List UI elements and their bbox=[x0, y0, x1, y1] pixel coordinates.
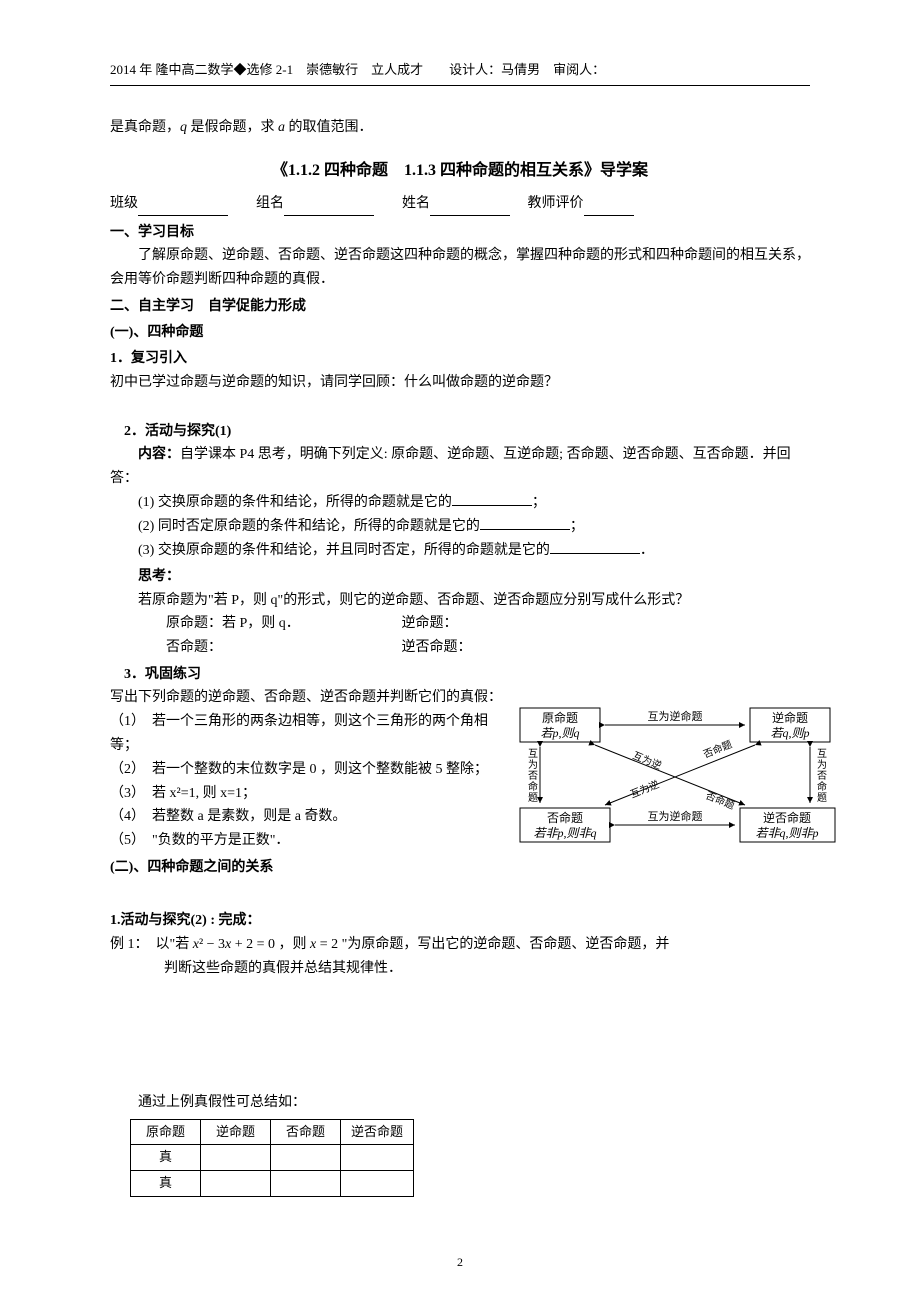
summary-text: 通过上例真假性可总结如： bbox=[110, 1091, 810, 1115]
svg-text:逆否命题: 逆否命题 bbox=[763, 810, 811, 825]
continuation-text: 是真命题，q 是假命题，求 a 的取值范围． bbox=[110, 116, 810, 140]
section-1-text: 了解原命题、逆命题、否命题、逆否命题这四种命题的概念，掌握四种命题的形式和四种命… bbox=[110, 244, 810, 292]
svg-text:原命题: 原命题 bbox=[542, 710, 578, 725]
item-3: (3) 交换原命题的条件和结论，并且同时否定，所得的命题就是它的． bbox=[110, 539, 810, 563]
svg-text:否: 否 bbox=[817, 770, 827, 782]
svg-text:互: 互 bbox=[528, 748, 538, 760]
proposition-diagram: 原命题 若p,则q 逆命题 若q,则p 否命题 若非p,则非q 逆否命题 若非q… bbox=[510, 700, 840, 850]
svg-text:命: 命 bbox=[817, 780, 827, 793]
group-label: 组名 bbox=[256, 196, 284, 211]
p3-heading: 3．巩固练习 bbox=[110, 664, 810, 686]
r2c3 bbox=[271, 1171, 341, 1197]
th-3: 否命题 bbox=[271, 1119, 341, 1145]
svg-text:为: 为 bbox=[817, 759, 827, 771]
svg-text:若非q,则非p: 若非q,则非p bbox=[755, 826, 818, 840]
section-1-heading: 一、学习目标 bbox=[110, 222, 810, 244]
r2c2 bbox=[201, 1171, 271, 1197]
svg-text:否: 否 bbox=[528, 770, 538, 782]
name-label: 姓名 bbox=[402, 196, 430, 211]
r1c2 bbox=[201, 1145, 271, 1171]
truth-table: 原命题 逆命题 否命题 逆否命题 真 真 bbox=[130, 1119, 414, 1197]
header-divider bbox=[110, 85, 810, 86]
svg-text:否命题: 否命题 bbox=[704, 789, 737, 812]
section-2-sub2: (二)、四种命题之间的关系 bbox=[110, 857, 490, 879]
ex-1: （1） 若一个三角形的两条边相等，则这个三角形的两个角相等； bbox=[110, 710, 490, 758]
original-prop: 原命题：若 P，则 q． bbox=[138, 612, 398, 636]
th-4: 逆否命题 bbox=[341, 1119, 414, 1145]
activity-2-heading: 1.活动与探究(2) : 完成： bbox=[110, 909, 810, 933]
svg-text:题: 题 bbox=[528, 792, 538, 804]
eval-label: 教师评价 bbox=[528, 196, 584, 211]
svg-text:题: 题 bbox=[817, 792, 827, 804]
section-2-sub1: (一)、四种命题 bbox=[110, 322, 810, 344]
th-1: 原命题 bbox=[131, 1119, 201, 1145]
negation-prop: 否命题： bbox=[138, 636, 398, 660]
section-2-heading: 二、自主学习 自学促能力形成 bbox=[110, 296, 810, 318]
svg-text:若q,则p: 若q,则p bbox=[770, 726, 809, 740]
form-row: 班级 组名 姓名 教师评价 bbox=[110, 193, 810, 215]
svg-text:互为逆: 互为逆 bbox=[628, 778, 661, 801]
r1c4 bbox=[341, 1145, 414, 1171]
svg-text:若p,则q: 若p,则q bbox=[540, 726, 579, 740]
ex-5: （5） "负数的平方是正数"． bbox=[110, 829, 490, 853]
svg-text:互为逆: 互为逆 bbox=[631, 749, 664, 772]
p2-text: 自学课本 P4 思考，明确下列定义: 原命题、逆命题、互逆命题; 否命题、逆否命… bbox=[110, 447, 791, 486]
class-label: 班级 bbox=[110, 196, 138, 211]
r2c4 bbox=[341, 1171, 414, 1197]
svg-text:命: 命 bbox=[528, 780, 538, 793]
svg-text:否命题: 否命题 bbox=[701, 738, 734, 761]
think-question: 若原命题为"若 P，则 q"的形式，则它的逆命题、否命题、逆否命题应分别写成什么… bbox=[110, 589, 810, 613]
r2c1: 真 bbox=[131, 1171, 201, 1197]
svg-text:逆命题: 逆命题 bbox=[772, 710, 808, 725]
ex-2: （2） 若一个整数的末位数字是 0 ，则这个整数能被 5 整除； bbox=[110, 758, 490, 782]
prop-row-1: 原命题：若 P，则 q． 逆命题： bbox=[110, 612, 810, 636]
item-1: (1) 交换原命题的条件和结论，所得的命题就是它的； bbox=[110, 491, 810, 515]
document-title: 《1.1.2 四种命题 1.1.3 四种命题的相互关系》导学案 bbox=[110, 158, 810, 184]
r1c3 bbox=[271, 1145, 341, 1171]
svg-text:互为逆命题: 互为逆命题 bbox=[648, 709, 703, 723]
p1-heading: 1．复习引入 bbox=[110, 348, 810, 370]
svg-text:否命题: 否命题 bbox=[547, 810, 583, 825]
item-2: (2) 同时否定原命题的条件和结论，所得的命题就是它的； bbox=[110, 515, 810, 539]
content-label: 内容： bbox=[138, 447, 180, 462]
svg-text:互为逆命题: 互为逆命题 bbox=[648, 809, 703, 823]
page-header: 2014 年 隆中高二数学◆选修 2-1 崇德敏行 立人成才 设计人：马倩男 审… bbox=[110, 60, 810, 81]
r1c1: 真 bbox=[131, 1145, 201, 1171]
p1-text: 初中已学过命题与逆命题的知识，请同学回顾：什么叫做命题的逆命题？ bbox=[110, 371, 810, 395]
ex-3: （3） 若 x²=1, 则 x=1； bbox=[110, 782, 490, 806]
page-number: 2 bbox=[0, 1253, 920, 1272]
p2-heading: 2．活动与探究(1) bbox=[110, 421, 810, 443]
svg-text:若非p,则非q: 若非p,则非q bbox=[533, 826, 596, 840]
inverse-prop: 逆命题： bbox=[402, 616, 458, 631]
contrapositive-prop: 逆否命题： bbox=[402, 640, 472, 655]
p2-content-line: 内容：自学课本 P4 思考，明确下列定义: 原命题、逆命题、互逆命题; 否命题、… bbox=[110, 443, 810, 491]
prop-row-2: 否命题： 逆否命题： bbox=[110, 636, 810, 660]
ex-4: （4） 若整数 a 是素数，则是 a 奇数。 bbox=[110, 805, 490, 829]
svg-text:为: 为 bbox=[528, 759, 538, 771]
th-2: 逆命题 bbox=[201, 1119, 271, 1145]
example-1: 例 1： 以"若 x² − 3x + 2 = 0 ，则 x = 2 "为原命题，… bbox=[110, 933, 810, 981]
think-heading: 思考： bbox=[110, 566, 810, 588]
svg-text:互: 互 bbox=[817, 748, 827, 760]
